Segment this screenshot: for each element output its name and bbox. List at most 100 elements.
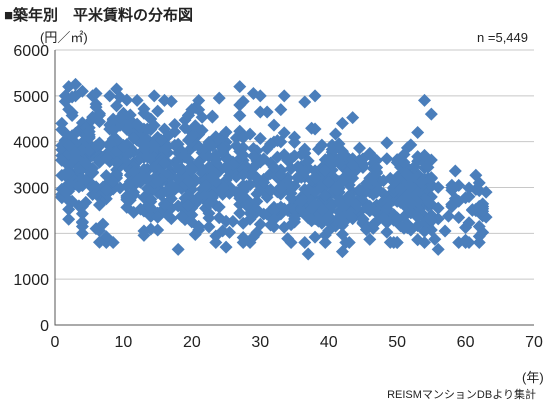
data-point <box>322 175 336 189</box>
data-point <box>89 180 103 194</box>
data-point <box>171 199 185 213</box>
data-point <box>89 87 103 101</box>
data-point <box>82 130 96 144</box>
data-point <box>58 168 72 182</box>
data-point <box>240 199 254 213</box>
data-point <box>390 211 404 225</box>
data-point <box>212 91 226 105</box>
data-point <box>459 233 473 247</box>
data-point <box>246 230 260 244</box>
data-point <box>253 105 267 119</box>
data-point <box>181 152 195 166</box>
data-point <box>418 156 432 170</box>
data-point <box>62 193 76 207</box>
data-point <box>192 103 206 117</box>
data-point <box>205 110 219 124</box>
axis-lines <box>54 50 534 326</box>
data-point <box>260 105 274 119</box>
data-point <box>301 247 315 261</box>
data-point <box>151 104 165 118</box>
data-point <box>216 142 230 156</box>
data-point <box>294 194 308 208</box>
data-point <box>144 192 158 206</box>
data-point <box>476 204 490 218</box>
x-tick-label: 60 <box>457 334 475 351</box>
data-point <box>192 219 206 233</box>
data-point <box>411 210 425 224</box>
data-point <box>103 137 117 151</box>
data-point <box>113 181 127 195</box>
data-point <box>404 197 418 211</box>
data-point <box>274 135 288 149</box>
data-point <box>418 93 432 107</box>
y-axis-unit: (円／㎡) <box>40 30 88 45</box>
y-tick-label: 0 <box>40 318 49 335</box>
data-point <box>308 198 322 212</box>
data-point <box>55 123 69 137</box>
data-point <box>431 242 445 256</box>
data-point <box>462 216 476 230</box>
data-point <box>308 171 322 185</box>
data-point <box>106 124 120 138</box>
data-point <box>92 235 106 249</box>
data-point <box>376 174 390 188</box>
data-point <box>257 207 271 221</box>
data-point <box>202 220 216 234</box>
data-point <box>335 211 349 225</box>
data-point <box>246 168 260 182</box>
data-point <box>318 189 332 203</box>
data-point <box>168 117 182 131</box>
data-point <box>253 89 267 103</box>
data-point <box>120 93 134 107</box>
data-point <box>65 90 79 104</box>
data-point <box>92 136 106 150</box>
data-point <box>359 223 373 237</box>
x-tick-label: 50 <box>388 334 406 351</box>
data-point <box>274 103 288 117</box>
data-point <box>219 125 233 139</box>
data-point <box>99 183 113 197</box>
data-point <box>246 161 260 175</box>
data-point <box>147 171 161 185</box>
data-point <box>431 201 445 215</box>
axes <box>54 50 534 326</box>
y-tick-label: 3000 <box>13 181 49 198</box>
data-point <box>335 245 349 259</box>
data-point <box>424 107 438 121</box>
data-point <box>260 142 274 156</box>
data-point <box>452 194 466 208</box>
data-point <box>390 236 404 249</box>
data-point <box>209 236 223 249</box>
data-point <box>243 178 257 192</box>
data-point <box>62 212 76 226</box>
data-point <box>161 139 175 153</box>
data-point <box>209 148 223 162</box>
data-point <box>199 179 213 193</box>
chart-title: ■築年別 平米賃料の分布図 <box>4 7 194 24</box>
data-point <box>394 182 408 196</box>
data-point <box>161 208 175 222</box>
data-point <box>154 133 168 147</box>
data-point <box>318 163 332 177</box>
data-point <box>397 147 411 161</box>
data-point <box>380 152 394 166</box>
data-point <box>472 219 486 233</box>
sample-count: n =5,449 <box>477 30 528 45</box>
data-point <box>233 80 247 94</box>
data-point <box>127 131 141 145</box>
data-point <box>246 87 260 101</box>
data-point <box>75 219 89 233</box>
data-point <box>202 137 216 151</box>
data-point <box>264 183 278 197</box>
data-point <box>130 93 144 107</box>
data-point <box>462 181 476 195</box>
data-point <box>380 201 394 215</box>
data-point <box>308 230 322 244</box>
data-point <box>428 232 442 246</box>
data-point <box>181 198 195 212</box>
data-point <box>75 207 89 221</box>
data-point <box>418 148 432 162</box>
data-point <box>288 212 301 226</box>
data-point <box>219 240 233 254</box>
